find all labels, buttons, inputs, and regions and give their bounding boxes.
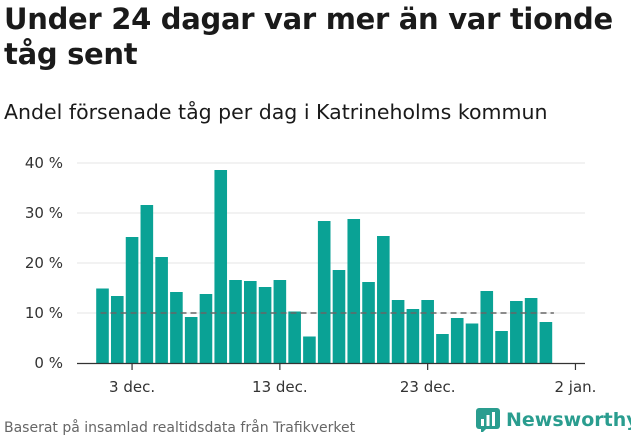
source-note: Baserat på insamlad realtidsdata från Tr… [4,420,356,436]
bar [199,294,213,363]
bar [465,323,479,363]
bar [480,291,494,363]
bar-chart: 0 % 10 % 20 % 30 % 40 % 3 dec. 13 dec. 23 dec.… [25,154,597,396]
bar [332,270,346,363]
bar [421,300,434,363]
grid-lines [77,162,585,314]
bar [406,309,420,363]
y-axis: 0 % 10 % 20 % 30 % 40 % [25,154,63,372]
bar [510,301,523,363]
bar [170,292,183,363]
bar [110,296,124,363]
chart-title: Under 24 dagar var mer än var tionde tåg… [4,2,613,71]
bar [495,331,508,363]
chart-subtitle: Andel försenade tåg per dag i Katrinehol… [4,100,548,124]
x-axis: 3 dec. 13 dec. 23 dec. 2 jan. [77,362,596,396]
brand-logo[interactable]: Newsworthy [476,408,631,432]
bar [140,205,154,363]
x-tick-label: 2 jan. [554,378,596,396]
bars [96,170,553,363]
bar [258,287,272,363]
y-tick-label: 40 % [25,154,63,172]
x-tick-label: 23 dec. [400,378,456,396]
bar [303,336,316,363]
y-tick-label: 0 % [34,354,63,372]
bar [539,322,553,363]
y-tick-label: 10 % [25,304,63,322]
bar [362,282,375,363]
bar [125,237,139,363]
bar [347,219,361,363]
bar [377,236,390,363]
bar [155,257,168,363]
bar [229,280,242,363]
bar [391,300,405,363]
bar [184,317,198,363]
bar [244,281,257,363]
x-tick-label: 3 dec. [109,378,155,396]
bar [436,334,449,363]
brand-name: Newsworthy [506,409,631,431]
newsworthy-logo-icon [476,408,500,432]
y-tick-label: 20 % [25,254,63,272]
bar [214,170,228,363]
y-tick-label: 30 % [25,204,63,222]
bar [96,288,109,363]
bar [450,318,464,363]
bar [317,221,331,363]
bar [288,311,301,363]
bar [524,298,538,363]
bar [273,280,287,363]
x-tick-label: 13 dec. [252,378,308,396]
